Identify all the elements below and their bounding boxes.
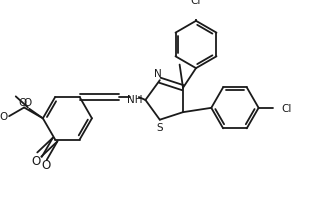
Text: S: S [156,122,163,132]
Text: Cl: Cl [191,0,201,6]
Text: O: O [32,155,41,168]
Text: N: N [154,69,162,79]
Text: Cl: Cl [282,103,292,113]
Text: O: O [24,98,32,108]
Text: NH: NH [127,94,142,104]
Text: O: O [41,158,50,171]
Text: O: O [19,98,27,108]
Text: O: O [0,112,8,122]
